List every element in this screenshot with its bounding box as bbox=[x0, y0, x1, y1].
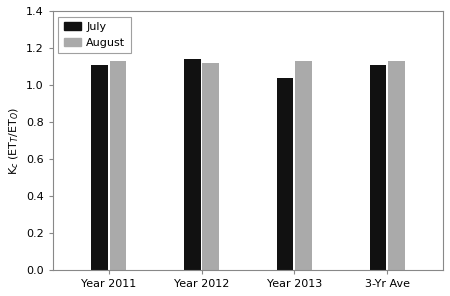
Bar bbox=[184, 59, 201, 270]
Bar bbox=[202, 63, 219, 270]
Bar bbox=[295, 61, 312, 270]
Y-axis label: K$_c$ (ET$_T$/ET$_O$): K$_c$ (ET$_T$/ET$_O$) bbox=[7, 106, 21, 175]
Bar bbox=[91, 65, 108, 270]
Legend: July, August: July, August bbox=[58, 17, 131, 53]
Bar bbox=[109, 61, 126, 270]
Bar bbox=[369, 65, 387, 270]
Bar bbox=[277, 78, 293, 270]
Bar bbox=[388, 61, 405, 270]
